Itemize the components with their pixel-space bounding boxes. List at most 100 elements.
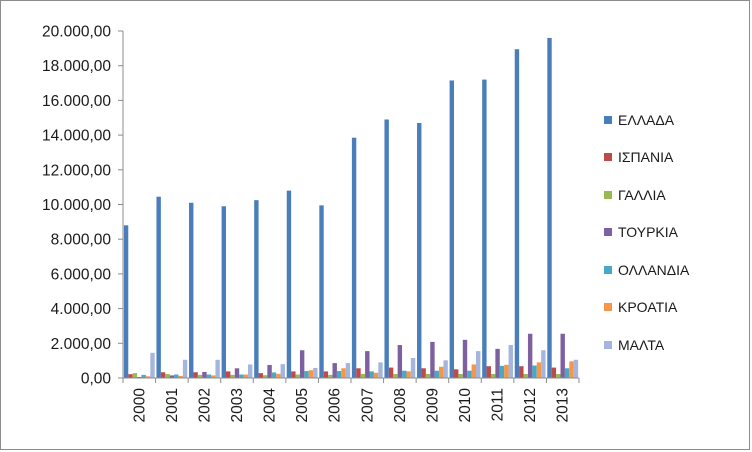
bar [425,374,431,378]
bar [197,374,203,378]
bar [523,374,528,378]
bar [202,371,207,378]
bar [393,374,398,378]
bar [141,374,146,378]
bar [439,366,444,378]
bar [365,351,370,378]
x-tick-label: 2009 [424,388,441,422]
bar [449,80,454,378]
bar [476,351,481,378]
bar [569,361,574,378]
bar [471,364,476,378]
legend-swatch [604,303,612,312]
legend: ΕΛΛΑΔΑ ΙΣΠΑΝΙΑ ΓΑΛΛΙΑ ΤΟΥΡΚΙΑ ΟΛΛΑΝΔΙΑ ΚΡΟΑΤΙ… [604,101,744,364]
bar [262,375,268,378]
bar [189,202,194,378]
bar [295,374,300,378]
bar [527,333,533,378]
bar [145,376,151,378]
x-tick-label: 2011 [490,388,507,421]
legend-label: ΕΛΛΑΔΑ [618,111,675,128]
legend-swatch [604,265,612,274]
y-tick-label: 0,00 [81,371,112,388]
legend-label: ΟΛΛΑΝΔΙΑ [618,261,690,278]
bar [123,225,129,378]
legend-label: ΚΡΟΑΤΙΑ [618,299,678,316]
x-tick-label: 2012 [522,388,539,422]
bar [402,370,407,378]
x-tick-label: 2004 [262,388,279,423]
bar [206,374,212,378]
bar [462,339,468,378]
x-axis-tick-labels: 2000 2001 2002 2003 2004 2005 2006 2007 2008 2009… [131,388,571,423]
bar [345,363,351,378]
bar [137,376,142,378]
bar [239,374,244,378]
bar-series-group [123,37,579,379]
bar [132,373,138,378]
bar [495,348,500,378]
bar [541,350,546,378]
bar [243,374,248,378]
y-tick-label: 6.000,00 [51,266,112,283]
legend-item: ΚΡΟΑΤΙΑ [604,289,744,327]
bar [254,200,259,378]
bar [280,364,285,378]
x-tick-label: 2003 [229,388,246,422]
bar [319,205,324,378]
x-tick-label: 2001 [164,388,181,422]
bar [291,371,296,378]
bar [547,37,552,378]
bar [556,374,561,378]
bar [434,370,440,378]
bar [211,375,216,378]
x-tick-label: 2013 [555,388,572,422]
bar [486,366,491,378]
bar [150,352,155,378]
bar [508,345,513,378]
bar [248,364,253,378]
bar [360,374,366,378]
legend-label: ΙΣΠΑΝΙΑ [618,149,674,166]
bar [286,190,292,378]
bar [230,374,235,378]
legend-swatch [604,190,612,199]
bar [410,358,416,378]
bar [299,350,305,378]
y-tick-label: 14.000,00 [42,128,111,145]
bar [193,372,198,378]
bar [499,365,505,378]
bar [234,368,240,378]
y-tick-label: 2.000,00 [51,336,112,353]
y-tick-label: 4.000,00 [51,301,112,318]
bar [443,360,448,378]
x-tick-label: 2006 [327,388,344,422]
bar [332,363,337,378]
legend-label: ΓΑΛΛΙΑ [618,186,666,203]
bar [388,367,394,378]
bar [406,371,411,378]
y-axis-tick-labels: 0,00 2.000,00 4.000,00 6.000,00 8.000,00 10.0… [42,24,111,388]
bar [467,370,472,378]
bar [313,367,318,378]
bar [458,374,463,378]
bar [532,365,537,378]
bar [178,375,183,378]
bar [128,374,133,378]
legend-item: ΟΛΛΑΝΔΙΑ [604,251,744,289]
x-tick-label: 2000 [131,388,148,423]
bar [564,368,570,378]
legend-label: ΤΟΥΡΚΙΑ [618,224,678,241]
legend-swatch [604,340,612,349]
x-tick-label: 2008 [392,388,409,422]
axis-tick-marks [118,30,580,383]
bar [369,371,374,378]
bar [308,370,314,378]
bar [323,371,329,378]
bar [504,364,509,378]
y-tick-label: 20.000,00 [42,24,111,41]
bar [378,362,383,378]
bar [514,49,520,378]
bar [160,372,166,378]
